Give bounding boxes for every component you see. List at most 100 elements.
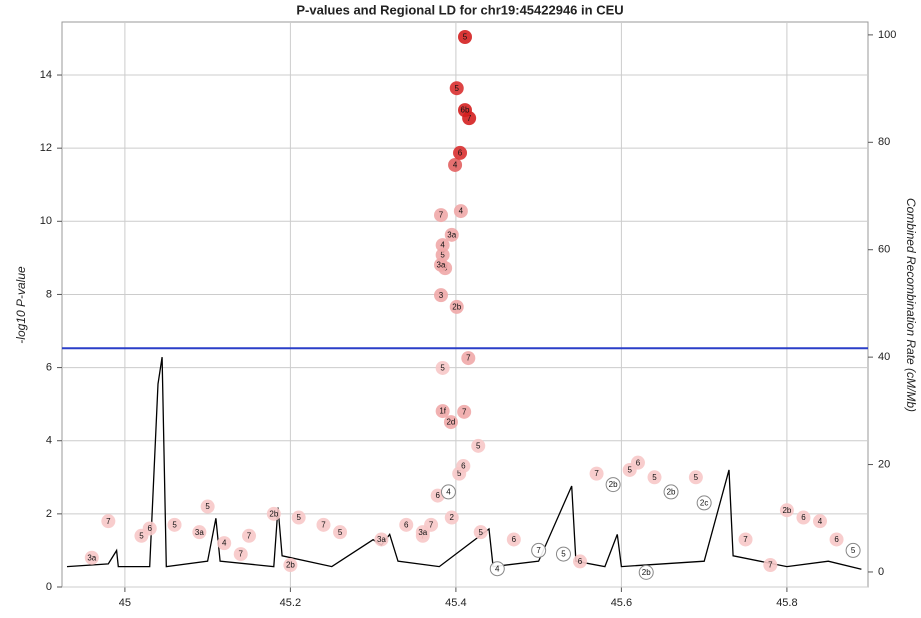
snp-marker (435, 404, 450, 419)
snp-label: 2d (446, 418, 455, 427)
y-tick-label: 10 (40, 215, 52, 227)
snp-marker (506, 532, 521, 547)
snp-point: 5 (845, 542, 861, 558)
snp-point: 6 (829, 532, 844, 547)
snp-marker (449, 81, 464, 96)
snp-marker (217, 536, 232, 551)
x-tick-label: 45.2 (280, 597, 301, 609)
y-tick-label: 14 (40, 69, 52, 81)
snp-label: 4 (459, 207, 464, 216)
y2-tick-label: 40 (878, 351, 890, 363)
snp-point: 2b (266, 506, 281, 521)
snp-marker (333, 525, 348, 540)
snp-marker (647, 470, 662, 485)
snp-marker (192, 525, 207, 540)
y-tick-label: 12 (40, 142, 52, 154)
snp-marker (200, 499, 215, 514)
snp-point: 5 (471, 438, 486, 453)
x-tick-label: 45.4 (445, 597, 466, 609)
snp-label: 6 (404, 520, 409, 529)
snp-marker (435, 360, 450, 375)
snp-point: 6 (506, 532, 521, 547)
snp-marker (167, 517, 182, 532)
snp-marker (435, 238, 450, 253)
snp-label: 5 (851, 546, 856, 555)
snp-label: 6 (834, 535, 839, 544)
snp-marker (449, 299, 464, 314)
snp-point: 5 (435, 247, 450, 262)
snp-label: 5 (463, 33, 468, 42)
y2-tick-label: 0 (878, 566, 884, 578)
snp-label: 5 (457, 469, 462, 478)
snp-marker (573, 554, 588, 569)
snp-label: 5 (561, 550, 566, 559)
snp-label: 4 (453, 161, 458, 170)
snp-marker (435, 247, 450, 262)
snp-label: 2b (667, 488, 676, 497)
snp-point: 6b (458, 103, 472, 118)
snp-label: 5 (476, 441, 481, 450)
snp-point: 5 (622, 462, 637, 477)
snp-label: 6 (578, 557, 583, 566)
snp-marker (444, 510, 459, 525)
snp-label: 7 (768, 561, 773, 570)
snp-point: 4 (440, 484, 456, 500)
snp-marker (434, 288, 449, 303)
snp-marker (489, 561, 505, 577)
snp-label: 6 (458, 149, 463, 158)
snp-marker (101, 514, 116, 529)
snp-point: 7 (233, 547, 248, 562)
snp-point: 6 (399, 517, 414, 532)
snp-label: 7 (106, 517, 111, 526)
y-tick-label: 6 (46, 361, 52, 373)
snp-label: 6 (636, 458, 641, 467)
snp-marker (461, 351, 476, 366)
snp-label: 3a (195, 528, 204, 537)
snp-label: 7 (594, 469, 599, 478)
snp-point: 7 (424, 517, 439, 532)
snp-point: 6 (142, 521, 157, 536)
snp-marker (696, 495, 712, 511)
snp-point: 5 (473, 525, 488, 540)
snp-label: 3a (87, 553, 96, 562)
snp-marker (638, 564, 654, 580)
snp-point: 3a (84, 550, 99, 565)
snp-point: 5 (333, 525, 348, 540)
snp-label: 5 (139, 531, 144, 540)
y2-tick-label: 100 (878, 29, 896, 41)
snp-label: 2b (452, 302, 461, 311)
y-axis-title: -log10 P-value (14, 266, 28, 344)
snp-point: 5 (200, 499, 215, 514)
snp-label: 7 (466, 354, 471, 363)
snp-marker (589, 466, 604, 481)
snp-point: 2b (779, 503, 794, 518)
snp-marker (605, 477, 621, 493)
snp-point: 5 (167, 517, 182, 532)
snp-point: 4 (448, 157, 463, 172)
y-tick-label: 8 (46, 288, 52, 300)
chart-title: P-values and Regional LD for chr19:45422… (296, 2, 623, 17)
snp-point: 5 (449, 81, 464, 96)
snp-label: 2b (782, 506, 791, 515)
snp-label: 6 (461, 462, 466, 471)
snp-marker (440, 484, 456, 500)
snp-marker (663, 484, 679, 500)
y2-tick-label: 60 (878, 244, 890, 256)
snp-point: 4 (217, 536, 232, 551)
x-tick-label: 45 (119, 597, 131, 609)
snp-point: 4 (435, 238, 450, 253)
snp-marker (813, 514, 828, 529)
snp-marker (471, 438, 486, 453)
y2-axis-title: Combined Recombination Rate (cM/Mb) (904, 198, 918, 412)
y-tick-label: 0 (46, 581, 52, 593)
snp-label: 7 (467, 114, 472, 123)
snp-point: 5 (291, 510, 306, 525)
snp-point: 7 (242, 528, 257, 543)
snp-marker (84, 550, 99, 565)
snp-label: 4 (446, 488, 451, 497)
snp-marker (829, 532, 844, 547)
snp-point: 6 (456, 458, 471, 473)
snp-point: 2d (443, 415, 458, 430)
snp-marker (738, 532, 753, 547)
snp-label: 3a (418, 528, 427, 537)
